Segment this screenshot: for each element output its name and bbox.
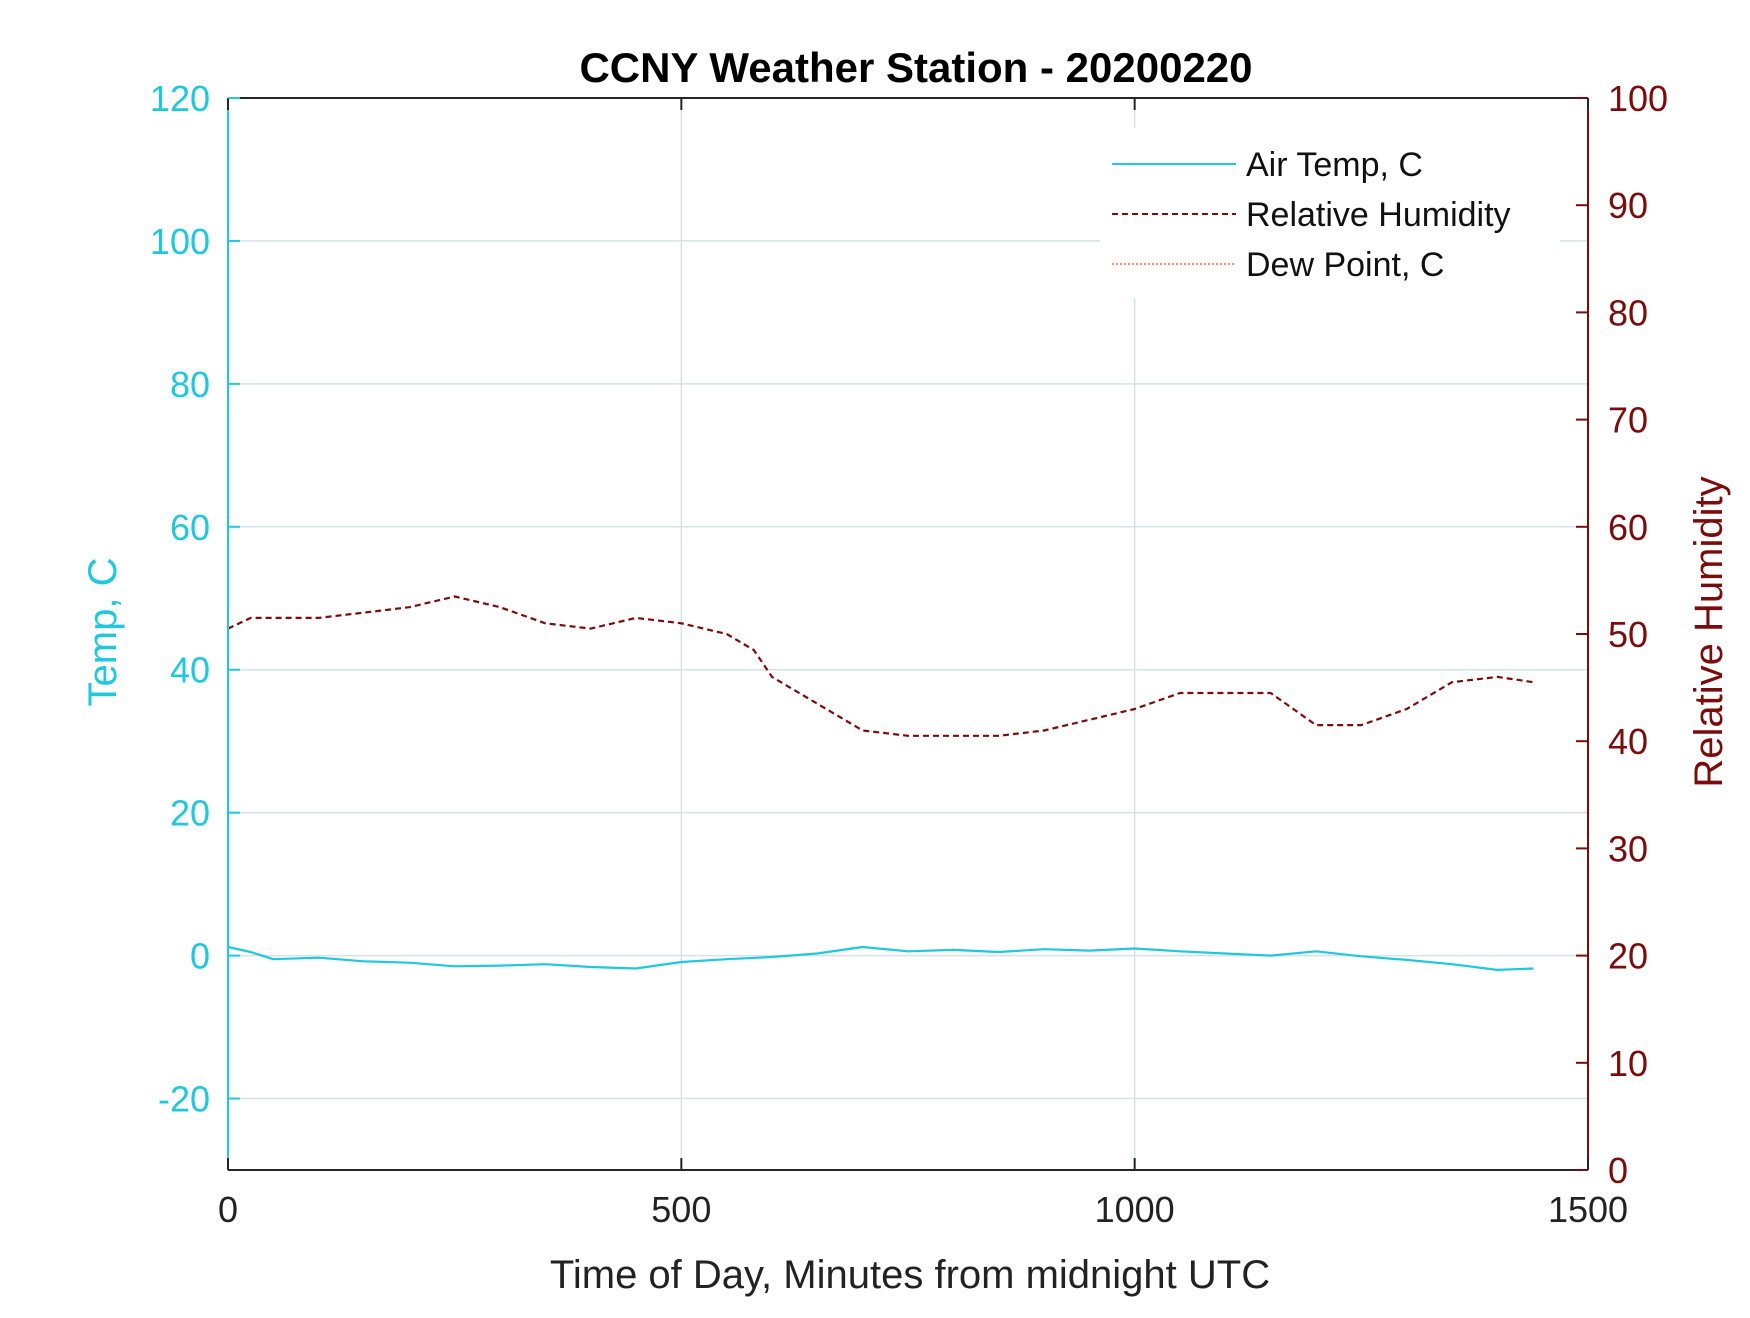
y-right-tick-label: 70 <box>1608 400 1648 441</box>
y-right-tick-label: 20 <box>1608 936 1648 977</box>
x-tick-label: 1000 <box>1095 1189 1175 1230</box>
series-layer <box>227 595 1534 972</box>
y-right-tick-label: 40 <box>1608 721 1648 762</box>
ticks-layer: 0 500 1000 1500 -20 0 20 40 60 80 100 120 0 10 20 30 40 5… <box>150 78 1668 1230</box>
y-left-tick-label: 120 <box>150 78 210 119</box>
y-right-tick-label: 50 <box>1608 614 1648 655</box>
x-axis-label: Time of Day, Minutes from midnight UTC <box>550 1253 1270 1297</box>
x-tick-label: 1500 <box>1548 1189 1628 1230</box>
y-left-tick-label: 40 <box>170 650 210 691</box>
legend: Air Temp, C Relative Humidity Dew Point,… <box>1100 128 1560 298</box>
y-right-tick-label: 10 <box>1608 1043 1648 1084</box>
y-right-tick-label: 100 <box>1608 78 1668 119</box>
y-right-tick-label: 90 <box>1608 185 1648 226</box>
y-right-tick-label: 30 <box>1608 828 1648 869</box>
legend-label-air-temp: Air Temp, C <box>1246 146 1423 184</box>
series-line-0 <box>227 945 1534 972</box>
y-left-tick-label: -20 <box>158 1079 210 1120</box>
y-right-tick-label: 0 <box>1608 1150 1628 1191</box>
x-tick-label: 500 <box>651 1189 711 1230</box>
y-left-tick-label: 80 <box>170 364 210 405</box>
y-left-tick-label: 100 <box>150 221 210 262</box>
y-left-tick-label: 20 <box>170 793 210 834</box>
chart-title: CCNY Weather Station - 20200220 <box>579 44 1252 91</box>
y-right-tick-label: 80 <box>1608 292 1648 333</box>
y-axis-right-label: Relative Humidity <box>1687 476 1731 787</box>
y-left-tick-label: 60 <box>170 507 210 548</box>
x-tick-label: 0 <box>218 1189 238 1230</box>
y-axis-left-label: Temp, C <box>81 558 125 707</box>
y-left-tick-label: 0 <box>190 936 210 977</box>
y-right-tick-label: 60 <box>1608 507 1648 548</box>
legend-label-dew-point: Dew Point, C <box>1246 246 1444 284</box>
series-line-1 <box>227 595 1534 737</box>
legend-label-relative-humidity: Relative Humidity <box>1246 196 1511 234</box>
